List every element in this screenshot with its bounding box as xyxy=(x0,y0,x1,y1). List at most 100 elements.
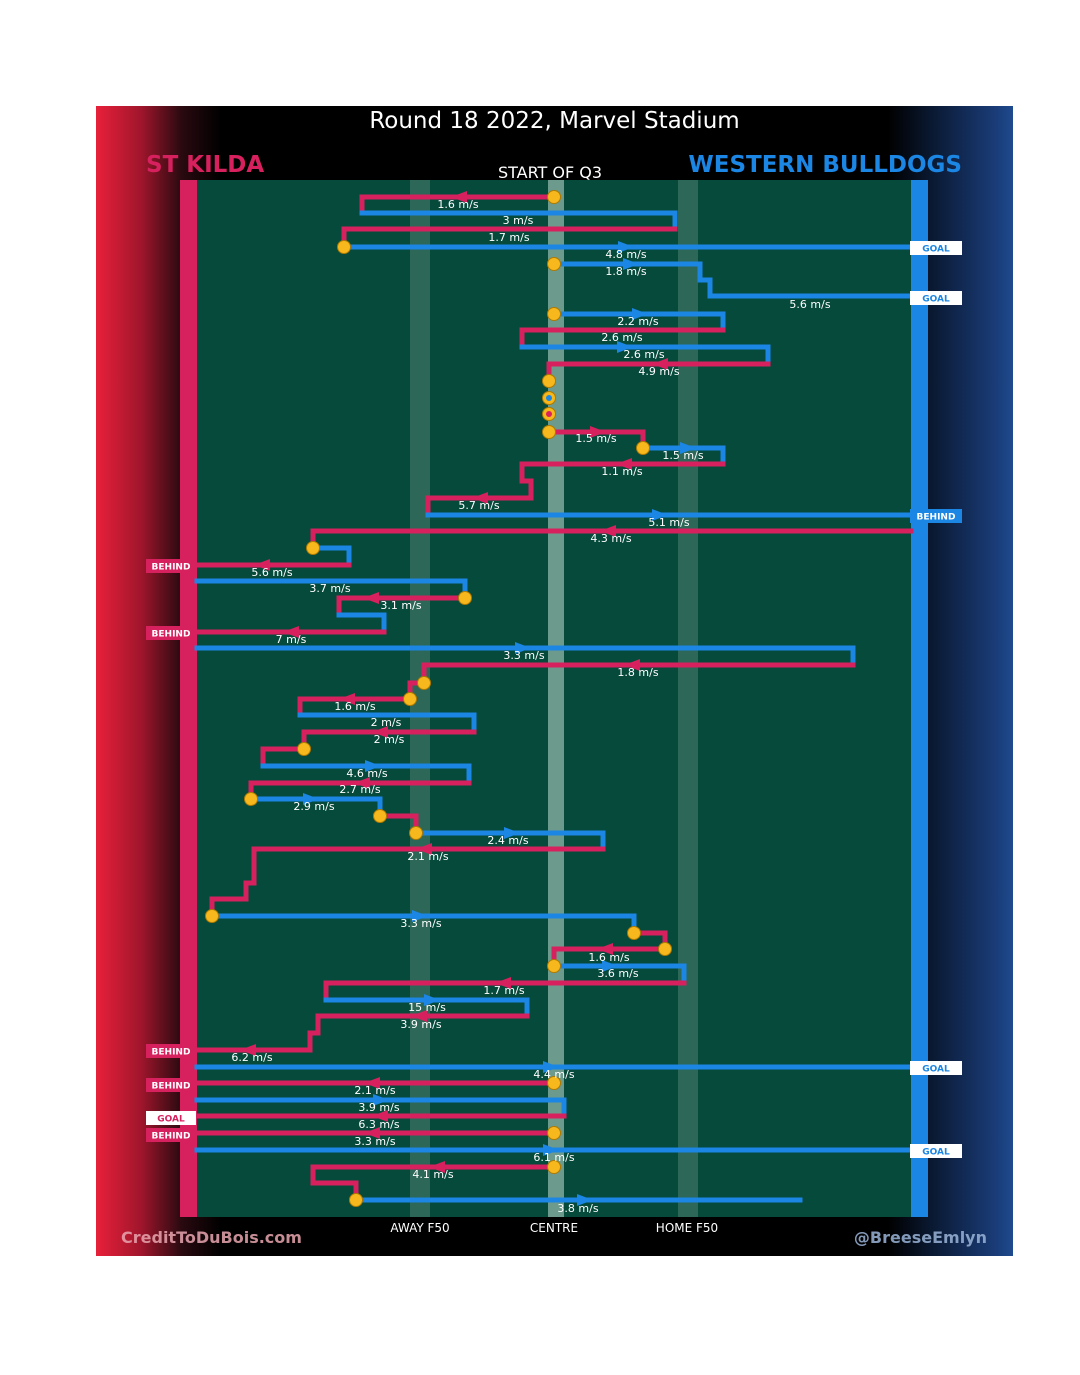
ball-marker xyxy=(337,240,351,254)
score-badge-right: GOAL xyxy=(910,1061,962,1075)
direction-arrow xyxy=(597,943,613,955)
ball-marker xyxy=(547,1126,561,1140)
score-badge-left: BEHIND xyxy=(146,1044,196,1058)
ball-marker-inner xyxy=(546,411,552,417)
speed-label: 1.7 m/s xyxy=(488,231,529,244)
score-badge-right-label: GOAL xyxy=(922,245,950,255)
ball-marker xyxy=(547,959,561,973)
score-badge-right: GOAL xyxy=(910,1144,962,1158)
direction-arrow xyxy=(416,843,432,855)
score-badge-right: GOAL xyxy=(910,241,962,255)
score-badge-left-label: BEHIND xyxy=(152,563,191,573)
score-badge-left-label: BEHIND xyxy=(152,1048,191,1058)
score-badge-left: GOAL xyxy=(146,1111,196,1125)
speed-label: 3.7 m/s xyxy=(309,582,350,595)
speed-label: 15 m/s xyxy=(408,1001,446,1014)
score-badge-right-label: BEHIND xyxy=(917,513,956,523)
direction-arrow xyxy=(429,1161,445,1173)
direction-arrow xyxy=(364,1127,380,1139)
speed-label: 4.6 m/s xyxy=(346,767,387,780)
speed-label: 4.1 m/s xyxy=(412,1168,453,1181)
speed-label: 5.6 m/s xyxy=(789,298,830,311)
direction-arrow xyxy=(652,509,668,521)
score-badge-left: BEHIND xyxy=(146,1078,196,1092)
chain-segment xyxy=(551,963,687,986)
chain-segment xyxy=(310,1164,557,1203)
score-badge-left-label: BEHIND xyxy=(152,1132,191,1142)
ball-marker xyxy=(297,742,311,756)
team-right-label: WESTERN BULLDOGS xyxy=(688,152,962,178)
score-badge-right-label: GOAL xyxy=(922,1148,950,1158)
speed-label: 1.7 m/s xyxy=(483,984,524,997)
direction-arrow xyxy=(363,592,379,604)
x-tick-home-f50: HOME F50 xyxy=(655,1221,719,1235)
direction-arrow xyxy=(339,693,355,705)
speed-label: 3.3 m/s xyxy=(503,649,544,662)
direction-arrow xyxy=(515,642,531,654)
speed-label: 4.4 m/s xyxy=(533,1068,574,1081)
ball-marker-inner xyxy=(546,395,552,401)
direction-arrow xyxy=(624,659,640,671)
score-badge-left-label: BEHIND xyxy=(152,630,191,640)
centre-lane xyxy=(548,180,564,1217)
direction-arrow xyxy=(364,1077,380,1089)
ball-marker xyxy=(627,926,641,940)
ball-marker xyxy=(403,692,417,706)
speed-label: 1.8 m/s xyxy=(617,666,658,679)
chain-segment xyxy=(425,495,534,518)
ball-marker xyxy=(547,190,561,204)
speed-label: 5.1 m/s xyxy=(648,516,689,529)
speed-label: 2.2 m/s xyxy=(617,315,658,328)
direction-arrow xyxy=(618,241,634,253)
ball-marker xyxy=(547,1160,561,1174)
away-f50-lane xyxy=(410,180,430,1217)
speed-label: 1.6 m/s xyxy=(437,198,478,211)
home-f50-lane xyxy=(678,180,698,1217)
bulldogs-goal-line xyxy=(911,180,928,1217)
speed-label: 3 m/s xyxy=(503,214,534,227)
ball-marker xyxy=(458,591,472,605)
speed-label: 1.6 m/s xyxy=(334,700,375,713)
direction-arrow xyxy=(543,1061,559,1073)
chain-segment xyxy=(194,1097,567,1119)
ball-marker xyxy=(417,676,431,690)
chain-segment xyxy=(551,311,726,333)
chain-segment xyxy=(359,210,678,232)
ball-marker xyxy=(547,257,561,271)
direction-arrow xyxy=(504,827,520,839)
direction-arrow xyxy=(577,1194,593,1206)
direction-arrow xyxy=(623,258,639,270)
chain-segment xyxy=(194,1013,530,1053)
speed-label: 6.3 m/s xyxy=(358,1118,399,1131)
chart-subtitle: START OF Q3 xyxy=(497,163,603,182)
chain-segment xyxy=(640,445,726,467)
speed-label: 3.8 m/s xyxy=(557,1202,598,1215)
chart-title: Round 18 2022, Marvel Stadium xyxy=(369,108,740,134)
ball-marker xyxy=(547,1076,561,1090)
chain-segment xyxy=(323,980,687,1003)
speed-label: 3.1 m/s xyxy=(380,599,421,612)
x-tick-centre: CENTRE xyxy=(529,1221,579,1235)
speed-label: 1.5 m/s xyxy=(662,449,703,462)
speed-label: 2.7 m/s xyxy=(339,783,380,796)
direction-arrow xyxy=(602,960,618,972)
speed-label: 1.6 m/s xyxy=(588,951,629,964)
score-badge-right-label: GOAL xyxy=(922,1065,950,1075)
direction-arrow xyxy=(543,1144,559,1156)
speed-label: 2.6 m/s xyxy=(601,331,642,344)
speed-label: 7 m/s xyxy=(276,633,307,646)
score-badge-right-label: GOAL xyxy=(922,295,950,305)
score-badge-right: GOAL xyxy=(910,291,962,305)
direction-arrow xyxy=(617,341,633,353)
speed-label: 3.3 m/s xyxy=(354,1135,395,1148)
chain-segment xyxy=(323,997,530,1019)
direction-arrow xyxy=(412,910,428,922)
speed-label: 3.9 m/s xyxy=(358,1101,399,1114)
score-badge-left-label: BEHIND xyxy=(152,1082,191,1092)
speed-label: 1.5 m/s xyxy=(575,432,616,445)
speed-label: 2 m/s xyxy=(371,716,402,729)
chain-segment xyxy=(413,830,606,852)
speed-label: 3.9 m/s xyxy=(400,1018,441,1031)
direction-arrow xyxy=(616,458,632,470)
